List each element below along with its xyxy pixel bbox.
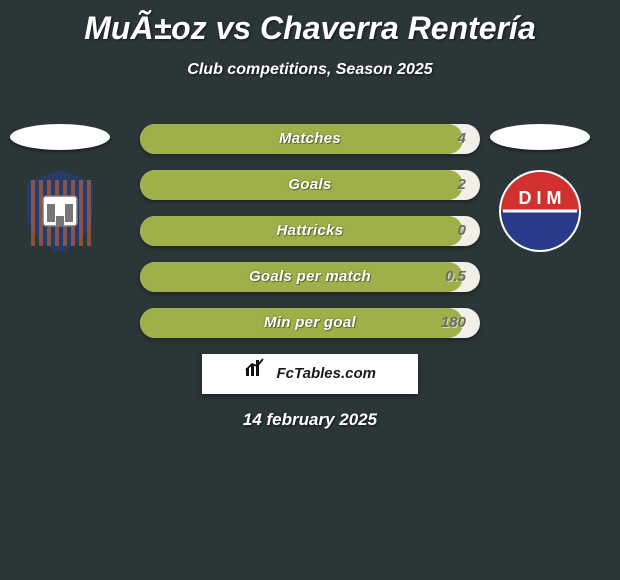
date-text: 14 february 2025	[0, 410, 620, 430]
stat-row: Goals per match0.5	[140, 262, 480, 292]
stat-row: Matches4	[140, 124, 480, 154]
left-player-slot	[10, 124, 110, 254]
stat-label: Matches	[140, 124, 480, 154]
subtitle: Club competitions, Season 2025	[0, 61, 620, 79]
stat-label: Goals per match	[140, 262, 480, 292]
stat-label: Hattricks	[140, 216, 480, 246]
left-club-crest	[17, 168, 103, 254]
stat-label: Min per goal	[140, 308, 480, 338]
svg-text:D I M: D I M	[519, 188, 562, 208]
brand-text: FcTables.com	[276, 354, 375, 394]
page-title: MuÃ±oz vs Chaverra Rentería	[0, 0, 620, 47]
left-player-photo-placeholder	[10, 124, 110, 150]
stat-label: Goals	[140, 170, 480, 200]
right-club-crest: D I M	[497, 168, 583, 254]
brand-box: FcTables.com	[202, 354, 418, 394]
right-player-slot: D I M	[490, 124, 590, 254]
stat-row: Goals2	[140, 170, 480, 200]
stat-value: 0.5	[445, 262, 466, 292]
stat-value: 0	[458, 216, 466, 246]
stat-value: 180	[441, 308, 466, 338]
stat-value: 2	[458, 170, 466, 200]
stat-row: Hattricks0	[140, 216, 480, 246]
stat-row: Min per goal180	[140, 308, 480, 338]
brand-chart-icon	[244, 354, 266, 394]
right-player-photo-placeholder	[490, 124, 590, 150]
stat-value: 4	[458, 124, 466, 154]
stats-rows: Matches4Goals2Hattricks0Goals per match0…	[140, 124, 480, 354]
